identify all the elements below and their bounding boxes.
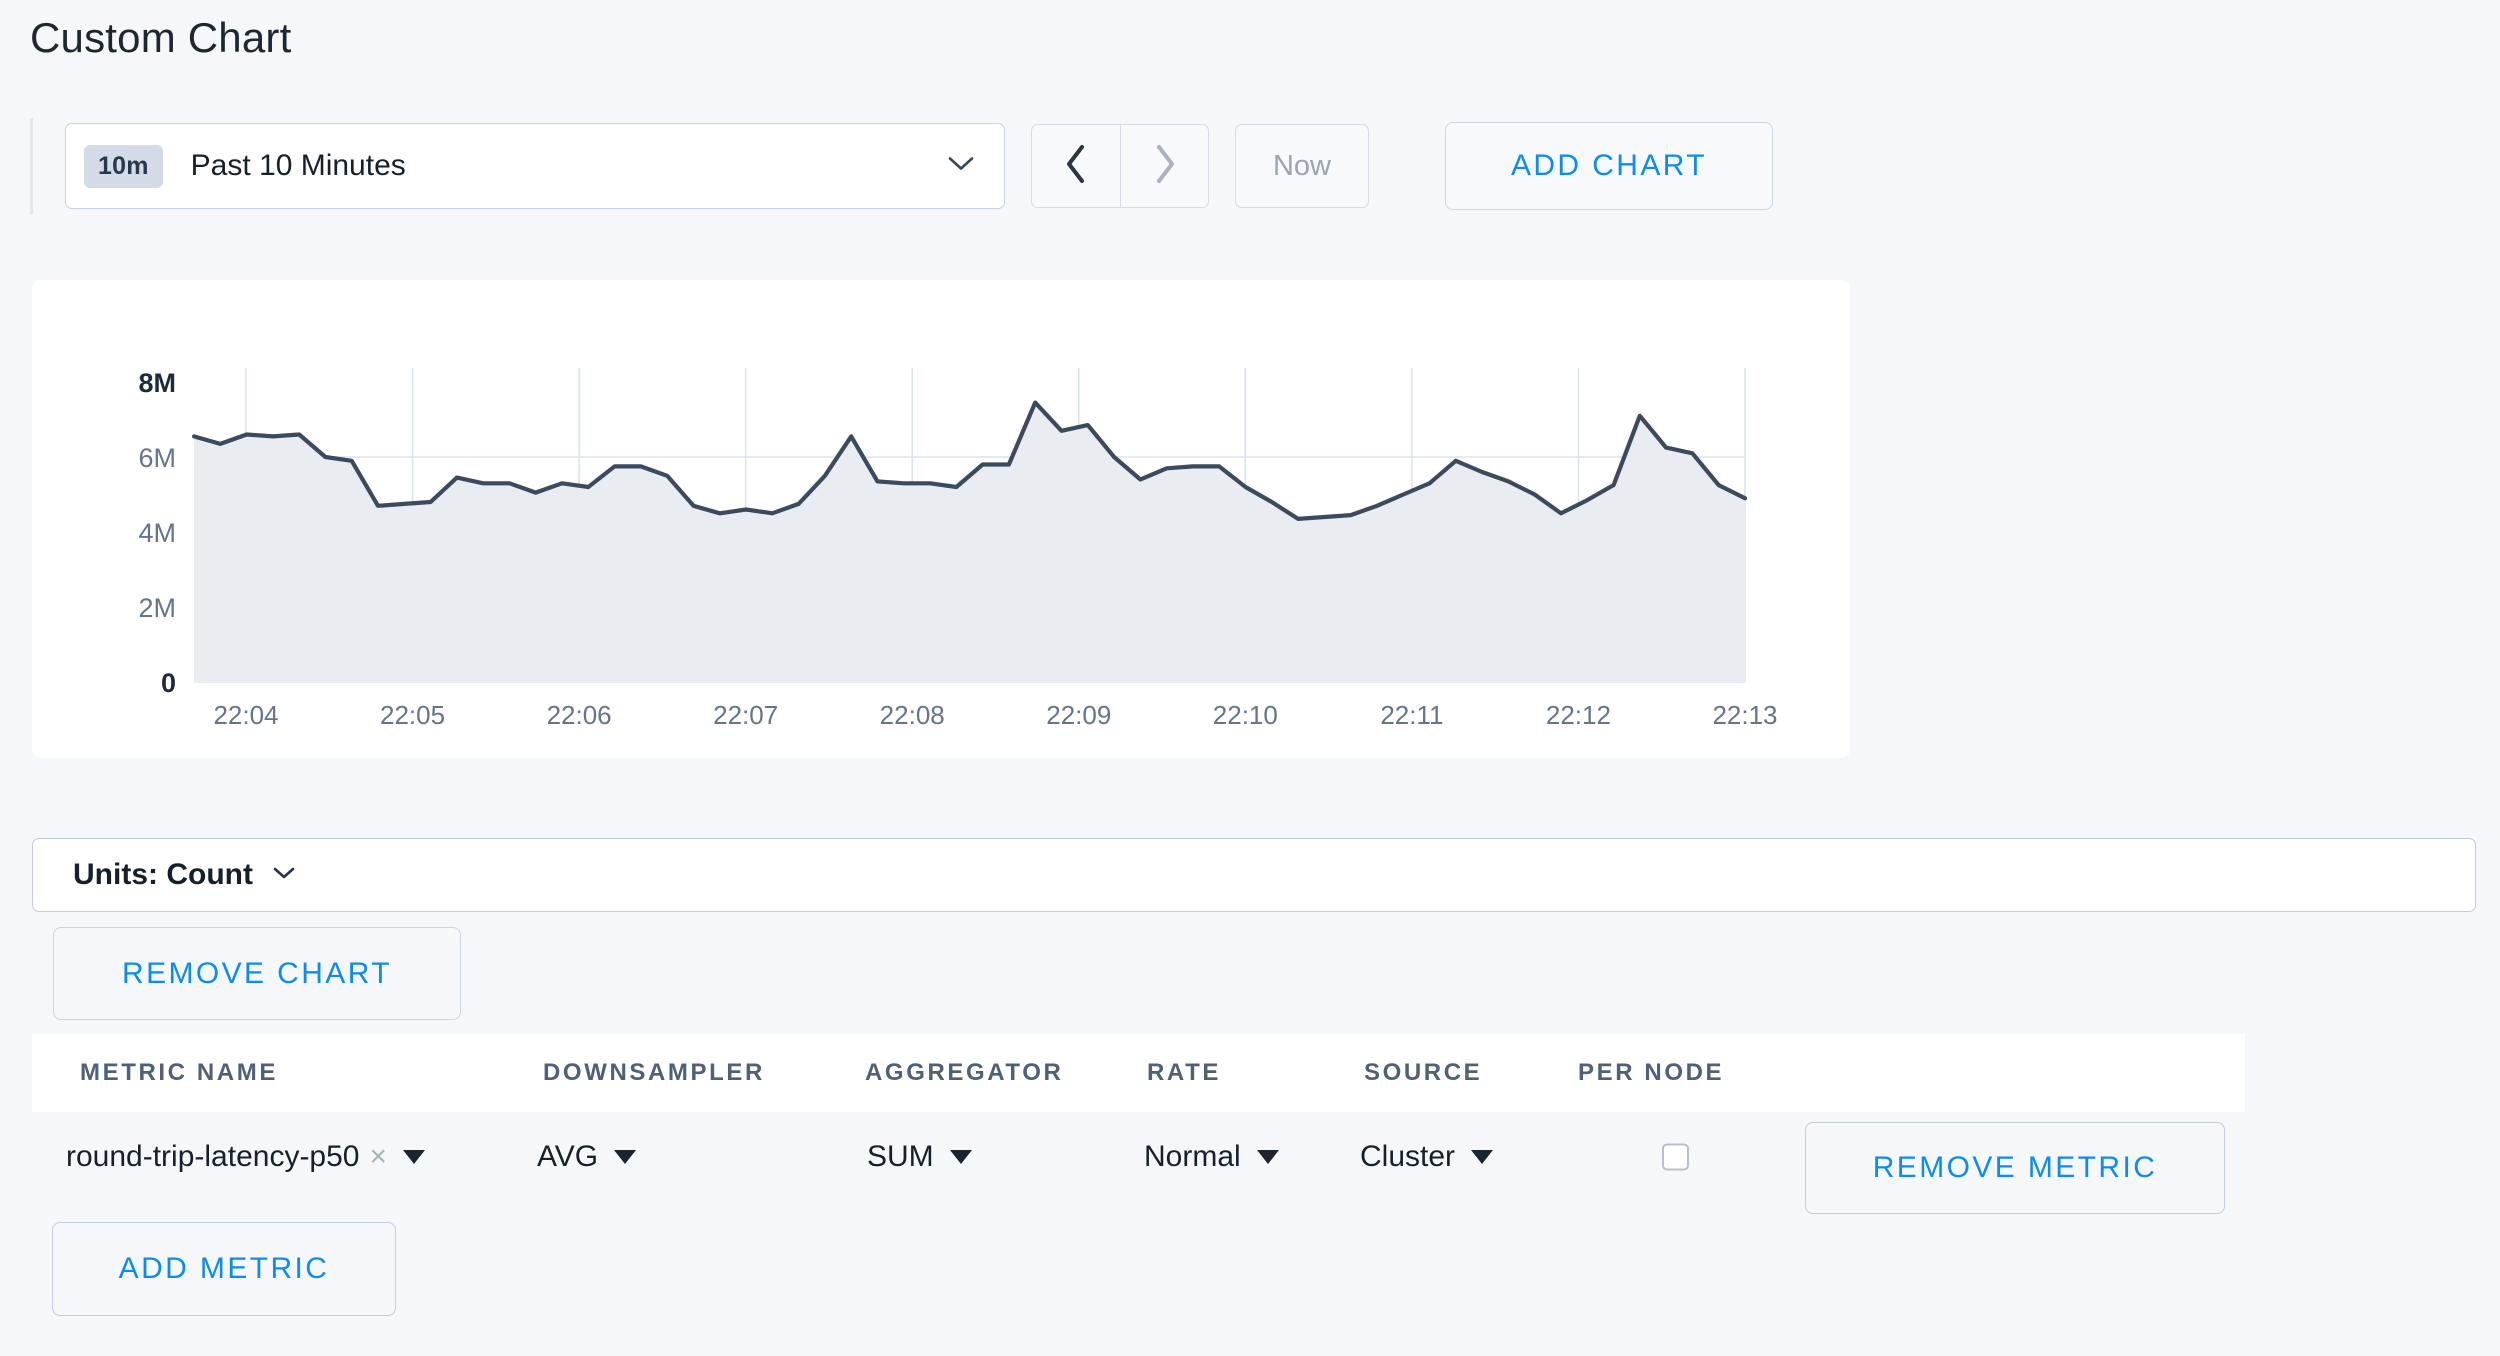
chart-card: 8M 6M 4M 2M 0 22:04 22:05 22:06 22:07 22:08 22:09 2… (32, 280, 1850, 758)
svg-text:22:13: 22:13 (1712, 700, 1777, 730)
column-header-metric-name: METRIC NAME (80, 1059, 278, 1086)
time-range-select[interactable]: 10m Past 10 Minutes (65, 123, 1005, 209)
svg-text:4M: 4M (138, 518, 176, 548)
caret-down-icon (1471, 1150, 1494, 1164)
column-header-downsampler: DOWNSAMPLER (543, 1059, 765, 1086)
column-header-source: SOURCE (1364, 1059, 1483, 1086)
timeseries-chart[interactable]: 8M 6M 4M 2M 0 22:04 22:05 22:06 22:07 22:08 22:09 2… (32, 280, 1850, 758)
aggregator-select[interactable]: SUM (867, 1140, 972, 1174)
add-metric-button[interactable]: ADD METRIC (52, 1222, 396, 1316)
svg-text:8M: 8M (138, 368, 176, 398)
per-node-checkbox[interactable] (1662, 1143, 1689, 1171)
chevron-down-icon (946, 154, 976, 179)
rate-select[interactable]: Normal (1144, 1140, 1279, 1174)
caret-down-icon (949, 1150, 972, 1164)
time-range-label: Past 10 Minutes (190, 149, 406, 182)
column-header-rate: RATE (1147, 1059, 1221, 1086)
svg-text:22:08: 22:08 (880, 700, 945, 730)
rate-value: Normal (1144, 1140, 1241, 1173)
prev-period-button[interactable] (1032, 125, 1120, 207)
svg-text:2M: 2M (138, 593, 176, 623)
toolbar: 10m Past 10 Minutes Now ADD CHART (30, 118, 1773, 214)
add-chart-button[interactable]: ADD CHART (1445, 122, 1773, 210)
page-title: Custom Chart (30, 14, 292, 61)
svg-text:22:06: 22:06 (547, 700, 612, 730)
caret-down-icon (614, 1150, 637, 1164)
chevron-down-icon (271, 864, 297, 887)
now-button[interactable]: Now (1235, 124, 1369, 208)
chevron-right-icon (1152, 143, 1178, 190)
svg-text:22:07: 22:07 (713, 700, 778, 730)
caret-down-icon (1256, 1150, 1279, 1164)
svg-text:0: 0 (161, 668, 176, 698)
chevron-left-icon (1063, 143, 1089, 190)
metrics-table-header: METRIC NAME DOWNSAMPLER AGGREGATOR RATE … (32, 1034, 2245, 1112)
column-header-aggregator: AGGREGATOR (865, 1059, 1064, 1086)
column-header-per-node: PER NODE (1578, 1059, 1725, 1086)
svg-text:22:10: 22:10 (1213, 700, 1278, 730)
next-period-button[interactable] (1120, 125, 1208, 207)
aggregator-value: SUM (867, 1140, 934, 1173)
time-nav-group (1031, 124, 1209, 208)
time-range-badge: 10m (84, 144, 163, 188)
svg-text:22:11: 22:11 (1380, 700, 1443, 730)
units-label: Units: Count (73, 858, 253, 891)
source-value: Cluster (1360, 1140, 1456, 1173)
remove-chart-button[interactable]: REMOVE CHART (53, 927, 461, 1020)
close-icon[interactable]: × (369, 1140, 388, 1173)
svg-text:22:04: 22:04 (213, 700, 278, 730)
toolbar-divider (30, 118, 33, 214)
svg-text:6M: 6M (138, 443, 176, 473)
svg-text:22:12: 22:12 (1546, 700, 1611, 730)
units-select[interactable]: Units: Count (32, 838, 2476, 912)
remove-metric-button[interactable]: REMOVE METRIC (1805, 1122, 2225, 1214)
table-row: round-trip-latency-p50 × AVG SUM Normal … (32, 1112, 2245, 1202)
downsampler-select[interactable]: AVG (537, 1140, 637, 1174)
metric-name-value: round-trip-latency-p50 (66, 1140, 360, 1173)
downsampler-value: AVG (537, 1140, 599, 1173)
metric-name-select[interactable]: round-trip-latency-p50 × (66, 1140, 426, 1174)
svg-text:22:09: 22:09 (1046, 700, 1111, 730)
source-select[interactable]: Cluster (1360, 1140, 1494, 1174)
svg-text:22:05: 22:05 (380, 700, 445, 730)
caret-down-icon (403, 1150, 426, 1164)
